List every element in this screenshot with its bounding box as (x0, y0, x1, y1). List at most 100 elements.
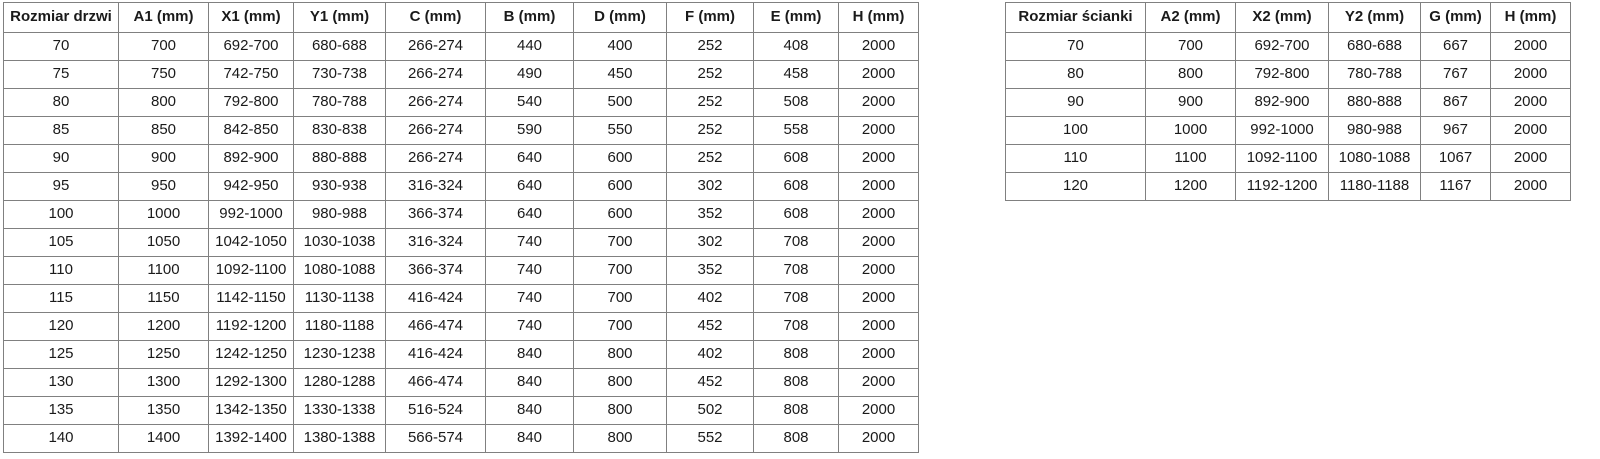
column-header-h: H (mm) (838, 2, 919, 33)
table-row: 140 1400 1392-1400 1380-1388 566-574 840 800 55… (3, 424, 919, 453)
column-header-c: C (mm) (385, 2, 486, 33)
door-size-table: Rozmiar drzwi A1 (mm) X1 (mm) Y1 (mm) C … (3, 2, 919, 453)
table-cell: 1300 (118, 368, 209, 397)
table-cell: 266-274 (385, 144, 486, 173)
table-cell: 680-688 (293, 32, 386, 61)
table-cell: 930-938 (293, 172, 386, 201)
table-cell: 440 (485, 32, 574, 61)
table-cell: 366-374 (385, 200, 486, 229)
table-row: 125 1250 1242-1250 1230-1238 416-424 840 800 40… (3, 340, 919, 369)
table-cell: 1080-1088 (1328, 144, 1421, 173)
table-cell: 552 (666, 424, 754, 453)
table-cell: 1200 (118, 312, 209, 341)
table-cell: 500 (573, 88, 667, 117)
table-cell: 608 (753, 200, 839, 229)
table-cell: 400 (573, 32, 667, 61)
table-cell: 842-850 (208, 116, 294, 145)
wall-table-header: Rozmiar ścianki A2 (mm) X2 (mm) Y2 (mm) … (1005, 2, 1571, 33)
table-cell: 1392-1400 (208, 424, 294, 453)
table-cell: 692-700 (1235, 32, 1329, 61)
table-cell: 2000 (838, 200, 919, 229)
table-cell: 2000 (838, 424, 919, 453)
table-cell: 352 (666, 200, 754, 229)
table-row: 70 700 692-700 680-688 266-274 440 400 252 408 20… (3, 32, 919, 61)
column-header-g: G (mm) (1420, 2, 1491, 33)
table-cell: 95 (3, 172, 119, 201)
table-cell: 252 (666, 60, 754, 89)
column-header-x2: X2 (mm) (1235, 2, 1329, 33)
table-cell: 840 (485, 340, 574, 369)
column-header-f: F (mm) (666, 2, 754, 33)
table-cell: 540 (485, 88, 574, 117)
table-cell: 366-374 (385, 256, 486, 285)
table-cell: 1100 (1145, 144, 1236, 173)
table-cell: 830-838 (293, 116, 386, 145)
table-cell: 2000 (838, 368, 919, 397)
table-cell: 266-274 (385, 32, 486, 61)
column-header-a1: A1 (mm) (118, 2, 209, 33)
column-header-a2: A2 (mm) (1145, 2, 1236, 33)
table-cell: 608 (753, 144, 839, 173)
table-cell: 800 (573, 340, 667, 369)
table-cell: 2000 (1490, 116, 1571, 145)
wall-panel-size-table: Rozmiar ścianki A2 (mm) X2 (mm) Y2 (mm) … (1005, 2, 1571, 201)
table-cell: 1350 (118, 396, 209, 425)
table-cell: 1342-1350 (208, 396, 294, 425)
table-cell: 2000 (838, 396, 919, 425)
table-cell: 708 (753, 284, 839, 313)
table-cell: 452 (666, 312, 754, 341)
table-row: 85 850 842-850 830-838 266-274 590 550 252 558 20… (3, 116, 919, 145)
table-cell: 792-800 (1235, 60, 1329, 89)
table-cell: 252 (666, 144, 754, 173)
table-cell: 2000 (838, 144, 919, 173)
table-cell: 408 (753, 32, 839, 61)
table-cell: 1250 (118, 340, 209, 369)
table-cell: 2000 (838, 60, 919, 89)
table-cell: 402 (666, 284, 754, 313)
table-cell: 740 (485, 312, 574, 341)
table-cell: 980-988 (293, 200, 386, 229)
table-row: 100 1000 992-1000 980-988 366-374 640 600 352 60… (3, 200, 919, 229)
table-row: 130 1300 1292-1300 1280-1288 466-474 840 800 45… (3, 368, 919, 397)
table-row: 110 1100 1092-1100 1080-1088 366-374 740 700 35… (3, 256, 919, 285)
table-cell: 808 (753, 340, 839, 369)
table-cell: 2000 (838, 312, 919, 341)
table-cell: 2000 (838, 32, 919, 61)
table-cell: 867 (1420, 88, 1491, 117)
table-cell: 692-700 (208, 32, 294, 61)
table-cell: 402 (666, 340, 754, 369)
table-cell: 600 (573, 172, 667, 201)
table-cell: 840 (485, 368, 574, 397)
table-row: 75 750 742-750 730-738 266-274 490 450 252 458 20… (3, 60, 919, 89)
table-cell: 808 (753, 368, 839, 397)
table-cell: 740 (485, 284, 574, 313)
table-cell: 700 (1145, 32, 1236, 61)
table-cell: 2000 (1490, 144, 1571, 173)
table-cell: 600 (573, 200, 667, 229)
table-cell: 808 (753, 396, 839, 425)
table-cell: 2000 (1490, 172, 1571, 201)
table-cell: 266-274 (385, 88, 486, 117)
column-header-y1: Y1 (mm) (293, 2, 386, 33)
table-cell: 1180-1188 (293, 312, 386, 341)
table-cell: 850 (118, 116, 209, 145)
table-cell: 100 (1005, 116, 1146, 145)
table-cell: 252 (666, 32, 754, 61)
wall-table-body: 70 700 692-700 680-688 667 2000 80 800 792-800 78… (1005, 32, 1571, 201)
table-cell: 140 (3, 424, 119, 453)
table-cell: 1050 (118, 228, 209, 257)
table-row: 135 1350 1342-1350 1330-1338 516-524 840 800 50… (3, 396, 919, 425)
table-cell: 640 (485, 172, 574, 201)
table-cell: 1200 (1145, 172, 1236, 201)
table-cell: 800 (573, 368, 667, 397)
table-cell: 1292-1300 (208, 368, 294, 397)
table-cell: 416-424 (385, 340, 486, 369)
table-cell: 750 (118, 60, 209, 89)
table-cell: 730-738 (293, 60, 386, 89)
table-cell: 316-324 (385, 172, 486, 201)
table-cell: 2000 (838, 228, 919, 257)
table-cell: 1100 (118, 256, 209, 285)
table-cell: 302 (666, 172, 754, 201)
table-cell: 2000 (838, 284, 919, 313)
